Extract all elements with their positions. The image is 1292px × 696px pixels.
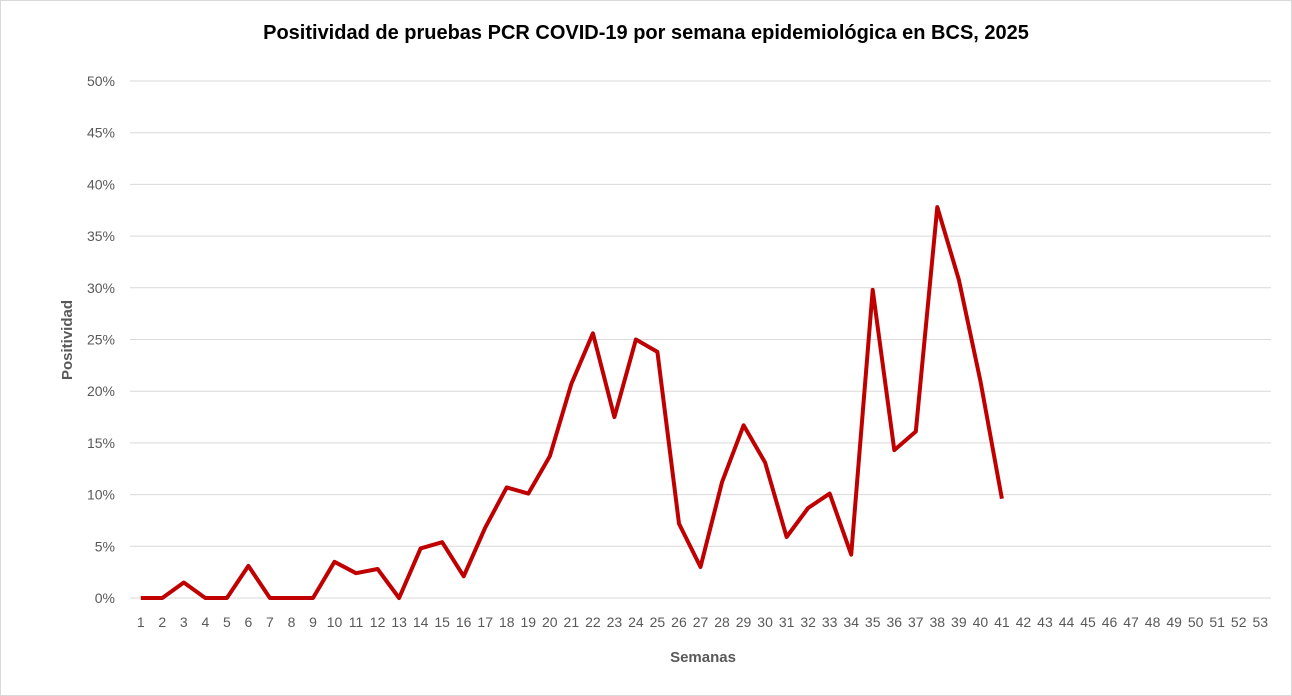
x-tick-label: 2	[158, 614, 166, 630]
x-tick-label: 13	[391, 614, 407, 630]
x-tick-label: 31	[779, 614, 795, 630]
x-tick-label: 21	[564, 614, 580, 630]
x-tick-label: 24	[628, 614, 644, 630]
y-tick-label: 15%	[87, 435, 115, 451]
y-axis-ticks: 0% 5% 10% 15% 20% 25% 30% 35% 40% 45% 50%	[87, 73, 115, 606]
positividad-line	[140, 205, 1004, 600]
x-tick-label: 50	[1188, 614, 1204, 630]
x-tick-label: 23	[607, 614, 623, 630]
x-tick-label: 20	[542, 614, 558, 630]
x-tick-label: 37	[908, 614, 924, 630]
x-tick-label: 53	[1252, 614, 1268, 630]
x-tick-label: 9	[309, 614, 317, 630]
x-tick-label: 41	[994, 614, 1010, 630]
y-tick-label: 10%	[87, 487, 115, 503]
x-tick-label: 15	[434, 614, 450, 630]
x-tick-label: 28	[714, 614, 730, 630]
x-tick-label: 47	[1123, 614, 1139, 630]
y-axis-label: Positividad	[59, 300, 76, 380]
x-tick-label: 45	[1080, 614, 1096, 630]
x-tick-label: 10	[327, 614, 343, 630]
y-tick-label: 30%	[87, 280, 115, 296]
x-tick-label: 8	[288, 614, 296, 630]
x-tick-label: 19	[520, 614, 536, 630]
x-tick-label: 42	[1016, 614, 1032, 630]
x-tick-label: 7	[266, 614, 274, 630]
x-tick-label: 12	[370, 614, 386, 630]
y-tick-label: 50%	[87, 73, 115, 89]
x-tick-label: 6	[245, 614, 253, 630]
x-tick-label: 32	[800, 614, 816, 630]
x-tick-label: 40	[973, 614, 989, 630]
x-tick-label: 48	[1145, 614, 1161, 630]
x-tick-label: 36	[886, 614, 902, 630]
x-tick-label: 16	[456, 614, 472, 630]
x-tick-label: 49	[1166, 614, 1182, 630]
x-tick-label: 38	[930, 614, 946, 630]
x-tick-label: 51	[1209, 614, 1225, 630]
x-tick-label: 43	[1037, 614, 1053, 630]
x-tick-label: 29	[736, 614, 752, 630]
x-tick-label: 14	[413, 614, 429, 630]
y-tick-label: 45%	[87, 125, 115, 141]
x-tick-label: 44	[1059, 614, 1075, 630]
x-tick-label: 30	[757, 614, 773, 630]
x-tick-label: 52	[1231, 614, 1247, 630]
y-tick-label: 25%	[87, 332, 115, 348]
y-tick-label: 0%	[95, 590, 115, 606]
y-tick-label: 40%	[87, 176, 115, 192]
x-tick-label: 1	[137, 614, 145, 630]
x-tick-label: 26	[671, 614, 687, 630]
y-tick-label: 35%	[87, 228, 115, 244]
x-tick-label: 17	[477, 614, 493, 630]
x-tick-label: 27	[693, 614, 709, 630]
y-tick-label: 5%	[95, 538, 115, 554]
x-tick-label: 18	[499, 614, 515, 630]
series-line	[140, 205, 1004, 600]
gridlines	[130, 80, 1271, 599]
x-tick-label: 3	[180, 614, 188, 630]
chart-title: Positividad de pruebas PCR COVID-19 por …	[263, 22, 1029, 44]
x-tick-label: 39	[951, 614, 967, 630]
y-tick-label: 20%	[87, 383, 115, 399]
x-tick-label: 11	[349, 614, 364, 630]
x-tick-label: 4	[201, 614, 209, 630]
x-tick-label: 35	[865, 614, 881, 630]
x-tick-label: 46	[1102, 614, 1118, 630]
x-axis-ticks: 1 2 3 4 5 6 7 8 9 10 11 12 13 14 15 16 17 18 19 20 21 22 23 24 2…	[137, 614, 1268, 630]
x-tick-label: 25	[650, 614, 666, 630]
x-tick-label: 5	[223, 614, 231, 630]
x-tick-label: 22	[585, 614, 601, 630]
x-tick-label: 34	[843, 614, 859, 630]
x-tick-label: 33	[822, 614, 838, 630]
x-axis-label: Semanas	[670, 649, 736, 666]
